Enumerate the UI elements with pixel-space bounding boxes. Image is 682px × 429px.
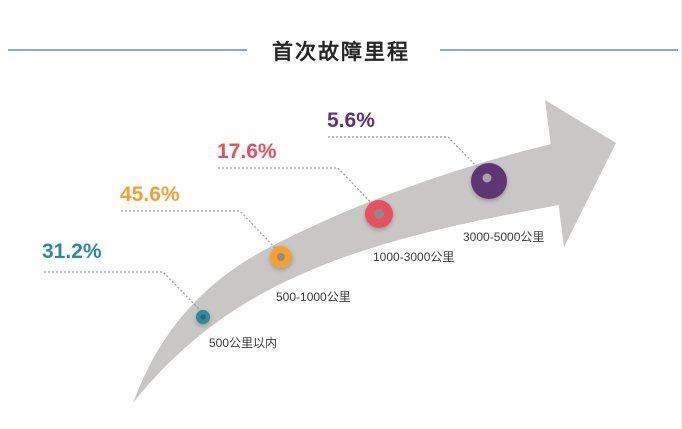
point-marker-1 bbox=[270, 246, 292, 268]
chart-header: 首次故障里程 bbox=[0, 0, 682, 70]
category-label-2: 1000-3000公里 bbox=[373, 250, 455, 264]
category-label-0: 500公里以内 bbox=[209, 336, 278, 350]
value-label-2: 17.6% bbox=[217, 140, 277, 163]
leader-line-2 bbox=[218, 167, 376, 208]
chart-title: 首次故障里程 bbox=[272, 41, 410, 64]
arrow-head-icon bbox=[545, 100, 616, 247]
point-marker-3 bbox=[471, 163, 507, 199]
point-marker-2 bbox=[365, 200, 393, 228]
category-label-3: 3000-5000公里 bbox=[463, 230, 545, 244]
leader-line-1 bbox=[121, 210, 278, 251]
leader-line-3 bbox=[328, 136, 485, 175]
value-label-3: 5.6% bbox=[327, 109, 375, 132]
title-rule-right bbox=[440, 49, 678, 51]
point-marker-0 bbox=[196, 310, 210, 324]
title-rule-left bbox=[8, 49, 247, 51]
value-label-1: 45.6% bbox=[120, 183, 180, 206]
category-label-1: 500-1000公里 bbox=[276, 290, 351, 304]
leader-line-0 bbox=[44, 271, 202, 312]
arrow-band bbox=[133, 144, 559, 403]
value-label-0: 31.2% bbox=[42, 240, 102, 263]
